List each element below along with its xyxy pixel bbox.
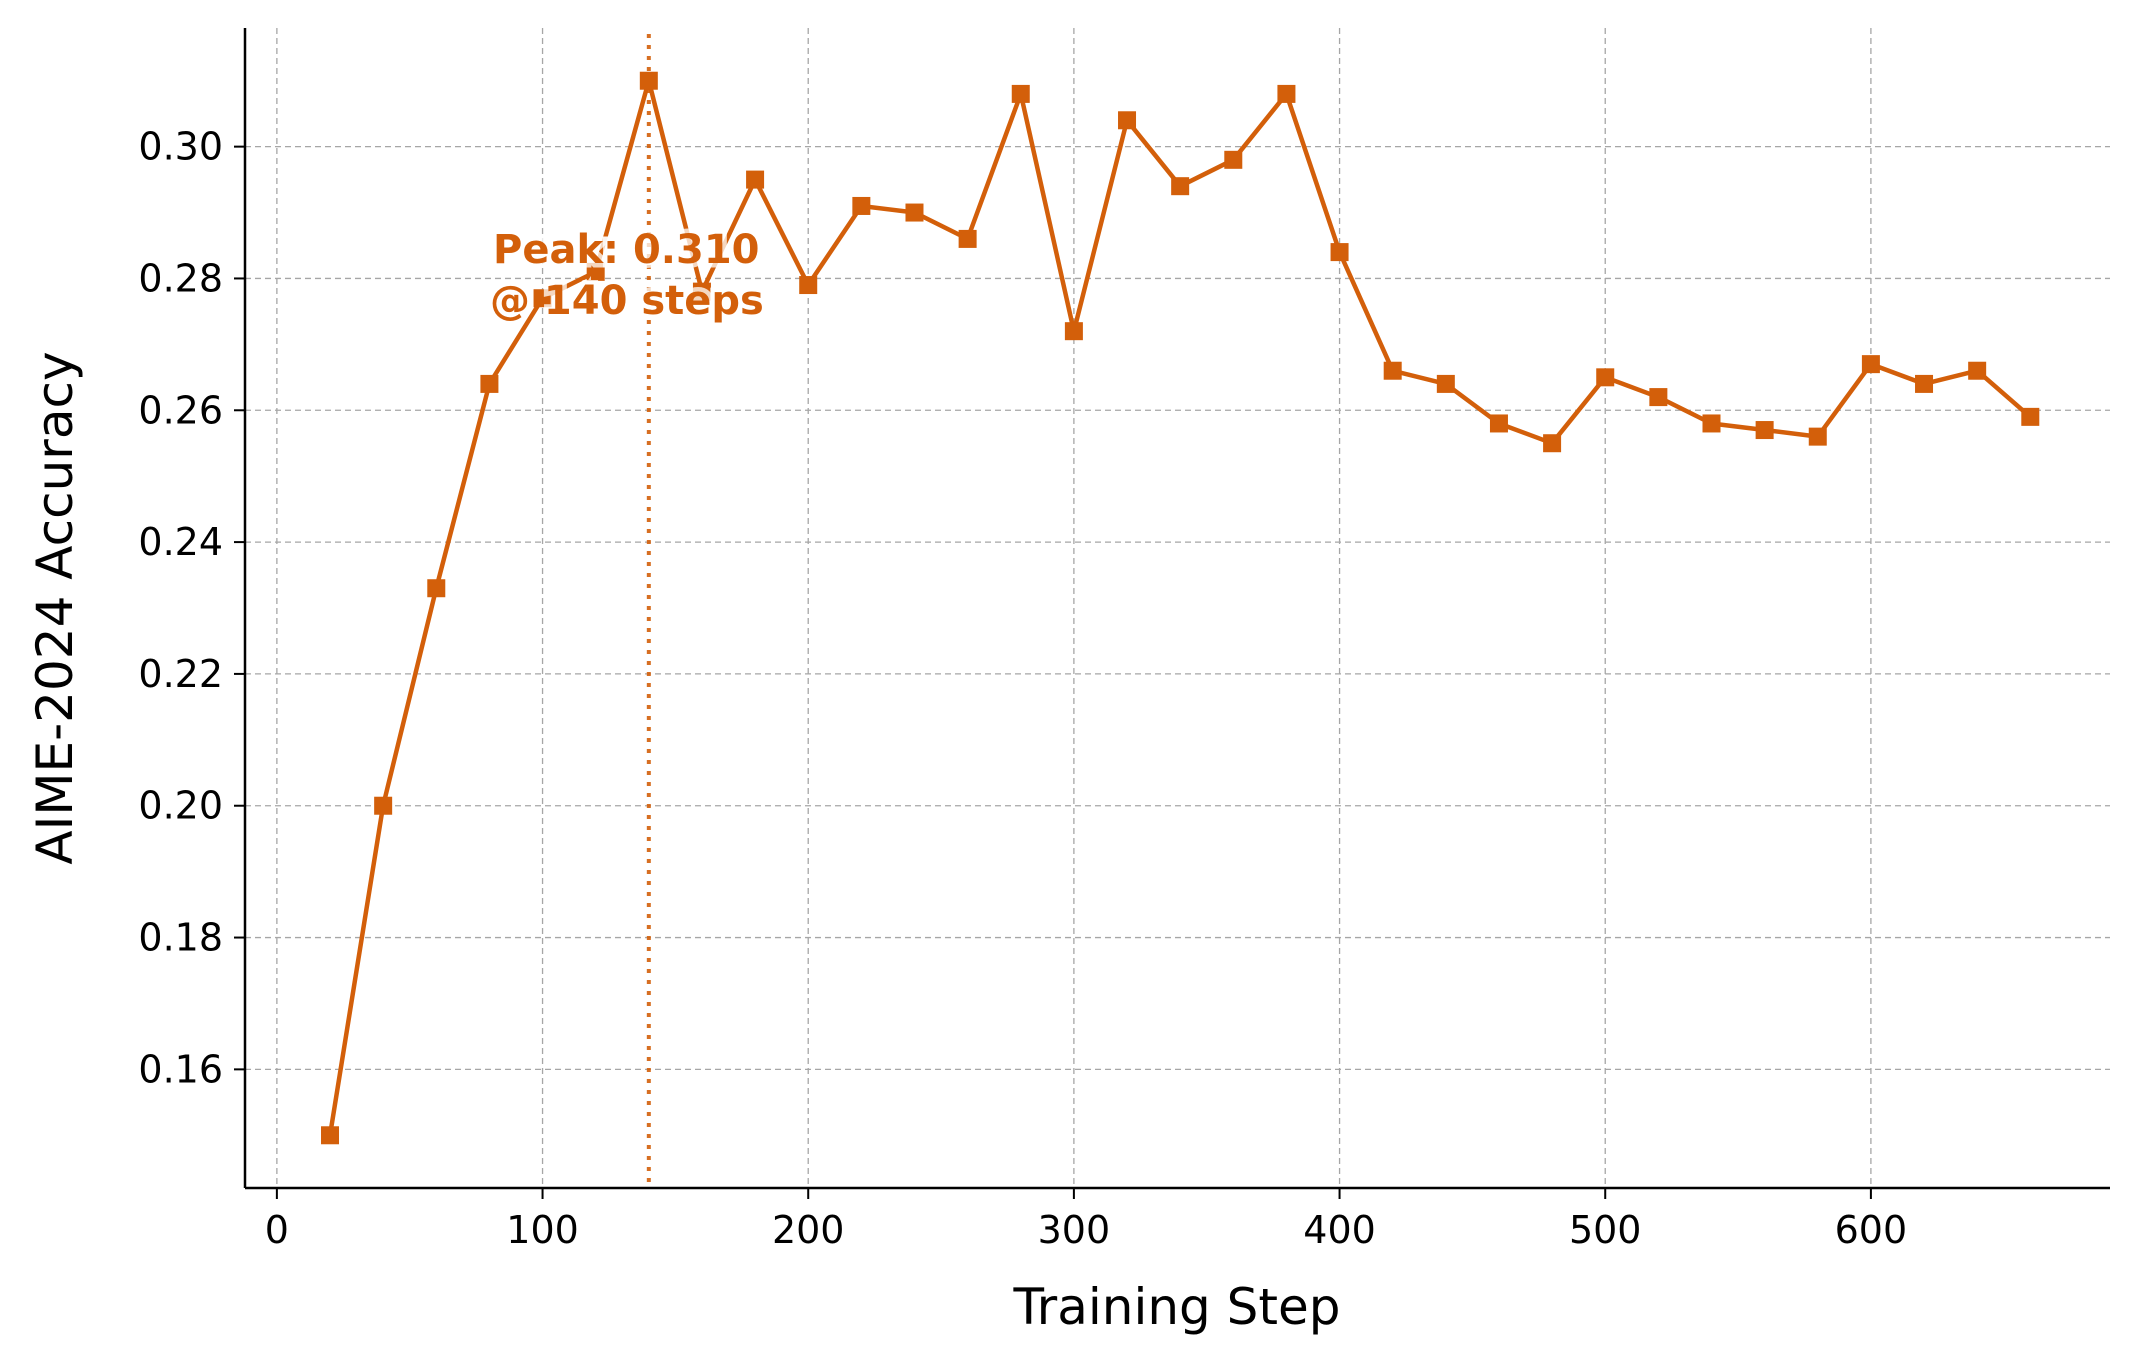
data-point: [533, 289, 552, 308]
data-point: [2021, 407, 2040, 426]
y-tick-label: 0.26: [138, 388, 223, 432]
data-point: [480, 374, 499, 393]
y-tick-label: 0.24: [138, 520, 223, 564]
peak-annotation-line2: @ 140 steps: [490, 278, 764, 324]
data-point: [1011, 84, 1030, 103]
y-tick-label: 0.28: [138, 256, 223, 300]
data-point: [905, 203, 924, 222]
data-point: [1277, 84, 1296, 103]
axes: [243, 28, 2110, 1190]
data-point: [1064, 322, 1083, 341]
data-point: [1861, 355, 1880, 374]
y-tick-label: 0.20: [138, 784, 223, 828]
y-axis-label: AIME-2024 Accuracy: [26, 351, 84, 864]
data-point: [639, 71, 658, 90]
data-point: [1436, 374, 1455, 393]
data-point: [1915, 374, 1934, 393]
x-tick-label: 100: [506, 1208, 579, 1252]
data-point: [1702, 414, 1721, 433]
data-point: [427, 579, 446, 598]
data-point: [586, 262, 605, 281]
x-tick-label: 0: [265, 1208, 289, 1252]
y-tick-label: 0.30: [138, 125, 223, 169]
x-tick-label: 200: [772, 1208, 845, 1252]
data-point: [1596, 368, 1615, 387]
tick-marks-and-labels: 0 100 200 300 400 500 600 0.16 0.18 0.20 0.22 0.24 0…: [138, 125, 1907, 1252]
x-tick-label: 600: [1835, 1208, 1908, 1252]
data-point: [1330, 243, 1349, 262]
y-tick-label: 0.22: [138, 652, 223, 696]
data-point: [958, 229, 977, 248]
grid-lines: [245, 28, 2110, 1188]
data-point: [374, 796, 393, 815]
data-point: [1118, 111, 1137, 130]
y-tick-label: 0.16: [138, 1047, 223, 1091]
peak-annotation: Peak: 0.310 @ 140 steps: [486, 223, 769, 329]
x-tick-label: 300: [1038, 1208, 1111, 1252]
data-point: [692, 282, 711, 301]
x-axis-label: Training Step: [1012, 1278, 1340, 1336]
series-accuracy: [321, 71, 2040, 1145]
data-point: [746, 170, 765, 189]
x-tick-label: 500: [1569, 1208, 1642, 1252]
data-point: [1755, 421, 1774, 440]
data-point: [1383, 361, 1402, 380]
data-point: [1489, 414, 1508, 433]
data-point: [1649, 388, 1668, 407]
data-point: [1543, 434, 1562, 453]
data-point: [1808, 427, 1827, 446]
data-point: [1171, 177, 1190, 196]
data-point: [1968, 361, 1987, 380]
data-point: [852, 196, 871, 215]
data-point: [321, 1126, 340, 1145]
y-tick-label: 0.18: [138, 916, 223, 960]
x-tick-label: 400: [1303, 1208, 1376, 1252]
data-point: [1224, 150, 1243, 169]
data-point: [799, 276, 818, 295]
peak-annotation-line1: Peak: 0.310: [493, 227, 759, 273]
